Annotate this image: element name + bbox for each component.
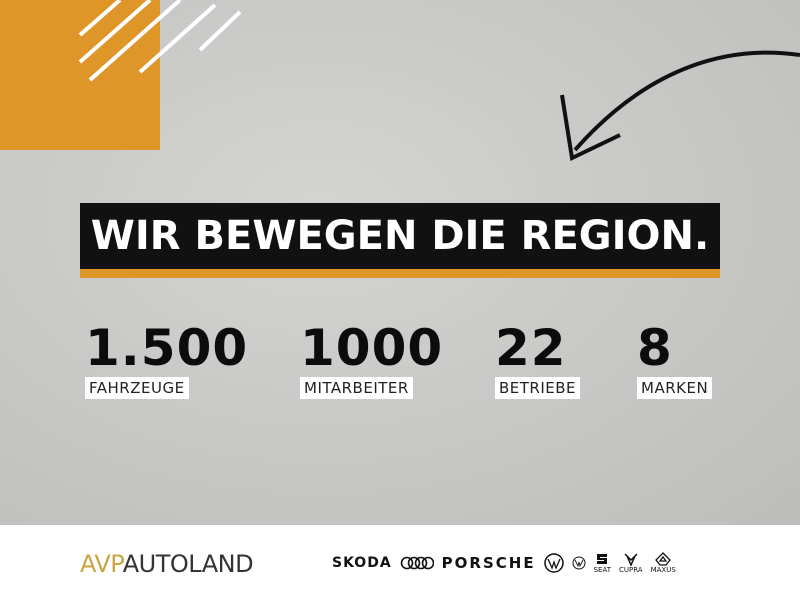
stat-value: 22: [495, 319, 567, 377]
stat-label: MARKEN: [637, 377, 713, 399]
stat-label: FAHRZEUGE: [85, 377, 189, 399]
seat-logo: SEAT: [594, 552, 611, 574]
footer: [0, 525, 800, 600]
headline-underline: [80, 269, 720, 278]
stat-brands: 8 MARKEN: [637, 319, 713, 399]
maxus-logo: MAXUS: [651, 552, 676, 574]
skoda-logo: SKODA: [332, 555, 392, 571]
audi-rings-icon: [400, 556, 434, 570]
curved-arrow-icon: [560, 50, 800, 161]
vw-commercial-logo: [572, 556, 586, 570]
porsche-logo: PORSCHE: [441, 554, 536, 572]
stat-label: MITARBEITER: [300, 377, 413, 399]
stat-value: 1.500: [85, 319, 249, 377]
cupra-logo: CUPRA: [619, 552, 643, 574]
stat-locations: 22 BETRIEBE: [495, 319, 581, 399]
stat-employees: 1000 MITARBEITER: [300, 319, 444, 399]
orange-accent-block: [0, 0, 160, 150]
headline-banner: WIR BEWEGEN DIE REGION.: [80, 203, 720, 269]
avp-autoland-logo: AVPAUTOLAND: [80, 550, 254, 578]
brand-logos: SKODA PORSCHE SEAT CUPRA MAXUS: [332, 552, 676, 574]
stat-vehicles: 1.500 FAHRZEUGE: [85, 319, 249, 399]
diagonal-stripes-decoration: [78, 0, 242, 82]
volkswagen-icon: [543, 553, 564, 573]
stat-label: BETRIEBE: [495, 377, 581, 399]
stat-value: 8: [637, 319, 673, 377]
stat-value: 1000: [300, 319, 444, 377]
